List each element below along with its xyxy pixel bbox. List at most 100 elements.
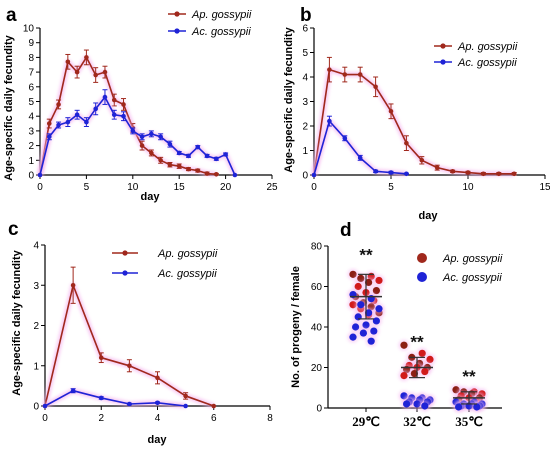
panel-a-ytick-label: 1 [28, 156, 34, 167]
data-point [465, 170, 471, 175]
data-point [149, 131, 154, 137]
panel-a-xtick-label: 20 [220, 182, 232, 193]
data-point [388, 109, 394, 114]
data-point [404, 171, 409, 177]
legend-marker-ac-a [174, 28, 180, 34]
data-point [167, 141, 173, 147]
data-point [46, 121, 52, 126]
data-point [419, 158, 425, 163]
panel-d-ytick-label: 80 [311, 242, 323, 253]
data-point [121, 113, 126, 119]
data-point [362, 321, 370, 329]
significance-marker: ** [462, 367, 476, 386]
data-point [496, 171, 502, 177]
data-point [327, 118, 332, 124]
data-point [204, 171, 210, 176]
data-point [98, 395, 104, 401]
panel-d-ytick-label: 0 [316, 404, 322, 415]
significance-marker: ** [359, 245, 373, 264]
panel-b-series-ap [311, 56, 517, 178]
panel-a-ticks: 0 1 2 3 4 5 6 7 8 9 10 0 5 10 15 20 25 [23, 24, 278, 194]
series-line [313, 68, 515, 176]
panel-c-legend: Ap. gossypii Ac. gossypii [112, 248, 218, 280]
data-point [102, 69, 108, 75]
data-point [388, 170, 394, 175]
panel-b-ytick-label: 6 [302, 24, 308, 35]
panel-d-ytick-label: 60 [311, 282, 323, 293]
panel-c-ytick-label: 0 [33, 402, 39, 413]
data-point [232, 172, 238, 178]
data-point [183, 403, 188, 409]
data-point [111, 97, 117, 103]
data-point [450, 169, 455, 174]
panel-b-xtick-label: 0 [311, 182, 317, 193]
data-point [373, 169, 378, 174]
data-point [186, 153, 191, 159]
series-line [313, 120, 407, 176]
data-point [84, 119, 89, 125]
data-point [149, 150, 154, 156]
data-point [195, 168, 201, 173]
panel-a-chart: a Age-specific daily fecundity day 0 1 2 3 4… [3, 5, 278, 203]
data-point [65, 59, 71, 65]
legend-marker-ap-a [174, 11, 180, 17]
data-point [186, 166, 191, 172]
data-point [357, 274, 365, 282]
panel-c-ytick-label: 1 [33, 361, 39, 372]
panel-c-xtick-label: 4 [155, 413, 161, 424]
panel-c-ylabel: Age-specific daily fecundity [11, 249, 23, 395]
panel-d-label: d [340, 220, 352, 241]
panel-a-xtick-label: 0 [37, 182, 43, 193]
panel-a-ytick-label: 2 [28, 141, 34, 152]
data-point [372, 317, 380, 325]
panel-d-legend: Ap. gossypii Ac. gossypii [417, 253, 503, 284]
data-point [139, 143, 145, 148]
panel-a-xtick-label: 15 [174, 182, 186, 193]
data-point [46, 134, 52, 140]
data-point [214, 156, 219, 162]
data-point [400, 372, 408, 380]
data-point [74, 69, 80, 75]
data-point [183, 393, 188, 399]
panel-c-xtick-label: 0 [42, 413, 48, 424]
data-point [357, 155, 363, 161]
data-point [434, 165, 440, 170]
data-point [367, 337, 375, 345]
significance-marker: ** [410, 332, 424, 351]
legend-marker-ap-d [417, 253, 427, 263]
panel-a-xlabel: day [141, 191, 161, 203]
panel-d-ytick-label: 40 [311, 323, 323, 334]
panel-d-series [347, 268, 488, 413]
data-point [176, 163, 182, 169]
data-point [167, 162, 173, 168]
data-point [93, 72, 98, 78]
legend-label-ap-b: Ap. gossypii [457, 41, 518, 53]
data-point [365, 309, 373, 317]
panel-b-label: b [300, 5, 312, 26]
data-point [370, 327, 378, 335]
data-point [375, 276, 383, 285]
panel-a-xtick-label: 25 [266, 182, 278, 193]
data-point [421, 367, 429, 376]
data-point [176, 150, 182, 156]
panel-d-mean-sd [453, 391, 485, 405]
panel-c-ytick-label: 3 [33, 281, 39, 292]
panel-a-ytick-label: 3 [28, 126, 34, 137]
legend-label-ap-c: Ap. gossypii [157, 248, 218, 260]
data-point [375, 305, 383, 313]
data-point [56, 102, 61, 107]
data-point [42, 403, 48, 409]
legend-label-ac-c: Ac. gossypii [157, 268, 217, 280]
panel-b-ticks: 0 1 2 3 4 5 6 0 5 10 15 [302, 24, 550, 194]
panel-b-chart: b Age-specific daily fecundity day 0 1 2 3 4… [283, 5, 550, 222]
panel-b-series-ac [311, 115, 409, 178]
data-point [74, 112, 80, 118]
data-point [158, 134, 163, 140]
legend-marker-ap-c [122, 250, 128, 256]
data-point [155, 400, 160, 406]
data-point [130, 128, 136, 134]
panel-d-category-label: 35℃ [455, 414, 483, 429]
data-point [403, 400, 411, 408]
panel-c-xlabel: day [148, 434, 168, 446]
